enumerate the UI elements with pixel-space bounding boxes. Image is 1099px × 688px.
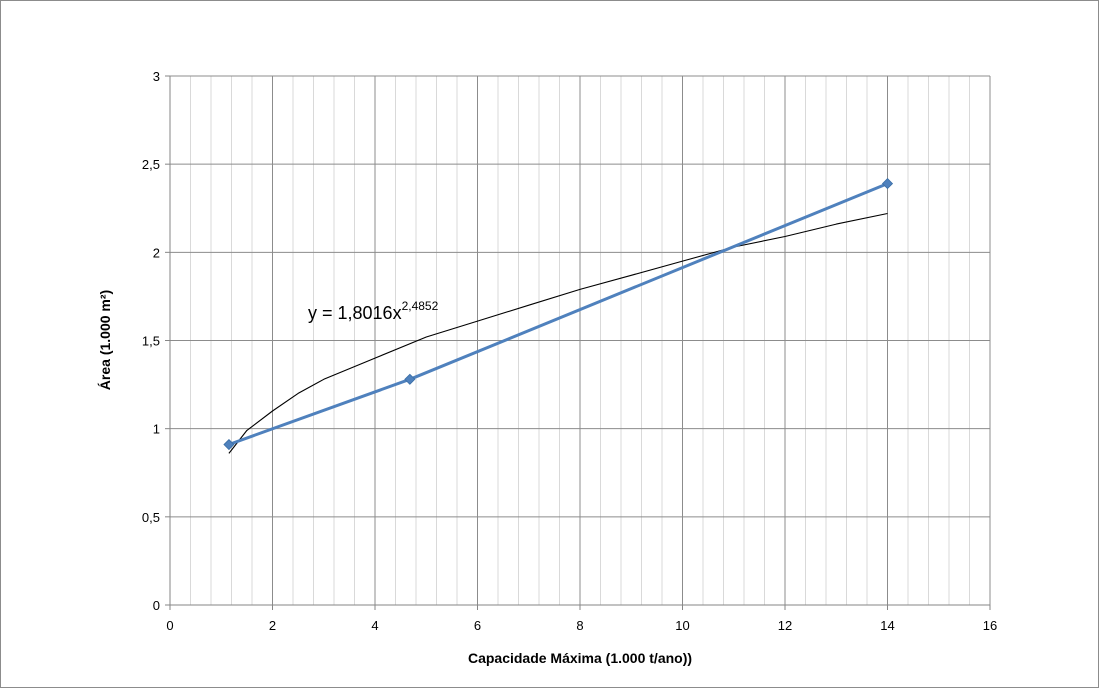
- x-tick-label: 12: [778, 618, 792, 633]
- trendline: [228, 212, 888, 454]
- trendline-group: [228, 212, 888, 454]
- equation-base: y = 1,8016x: [308, 303, 402, 323]
- major-gridlines: [170, 75, 991, 605]
- y-tick-labels: 0 0,5 1 1,5 2 2,5 3: [142, 69, 160, 613]
- y-tick-label: 2,5: [142, 157, 160, 172]
- x-tick-label: 0: [166, 618, 173, 633]
- y-axis-title: Área (1.000 m²): [97, 290, 113, 390]
- data-point-marker: [881, 177, 894, 190]
- data-point-marker: [223, 438, 235, 451]
- trendline-equation: y = 1,8016x2,4852: [308, 299, 439, 323]
- y-tick-label: 0: [153, 598, 160, 613]
- y-tick-label: 1: [153, 422, 160, 437]
- equation-exponent: 2,4852: [402, 299, 439, 313]
- y-tick-label: 1,5: [142, 334, 160, 349]
- axes: [165, 75, 991, 610]
- data-point-marker: [404, 373, 416, 385]
- x-tick-label: 16: [983, 618, 997, 633]
- y-tick-label: 3: [153, 69, 160, 84]
- x-axis-title: Capacidade Máxima (1.000 t/ano)): [468, 650, 692, 666]
- y-tick-label: 0,5: [142, 510, 160, 525]
- x-tick-label: 8: [576, 618, 583, 633]
- x-tick-label: 10: [675, 618, 689, 633]
- x-tick-labels: 0 2 4 6 8 10 12 14 16: [166, 618, 997, 633]
- series-group: [223, 177, 894, 451]
- x-tick-label: 4: [371, 618, 378, 633]
- y-tick-label: 2: [153, 245, 160, 260]
- x-tick-label: 2: [269, 618, 276, 633]
- x-tick-label: 6: [474, 618, 481, 633]
- x-tick-label: 14: [880, 618, 894, 633]
